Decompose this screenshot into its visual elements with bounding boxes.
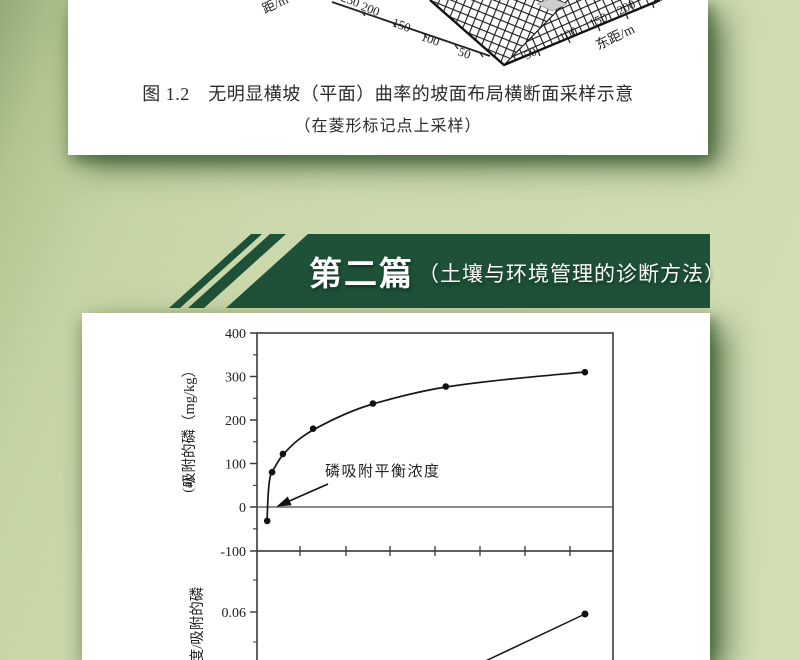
north-tick-label: 250 <box>339 0 361 10</box>
north-tick-label: 200 <box>359 0 381 19</box>
part-subtitle: （土壤与环境管理的诊断方法） <box>418 262 726 286</box>
data-point <box>279 450 287 458</box>
data-point <box>442 383 450 390</box>
panel-a-frame <box>256 332 614 552</box>
figure-caption-line2: （在菱形标记点上采样） <box>294 118 482 135</box>
ytick-label: 400 <box>225 327 246 342</box>
panel-b-line <box>485 613 586 660</box>
figure-caption-line1: 图 1.2 无明显横坡（平面）曲率的坡面布局横断面采样示意 <box>142 84 634 104</box>
panel-a-tag: (a) <box>181 477 196 493</box>
panel-a-minor-ticks <box>253 354 257 530</box>
east-axis-ticks <box>537 2 655 57</box>
adsorption-curve <box>266 371 586 524</box>
north-axis-line <box>331 1 491 57</box>
phosphorus-adsorption-chart: 400 300 200 100 0 -100 吸附的磷（mg/kg） (a) 磷… <box>181 327 614 660</box>
section-banner: 第二篇 （土壤与环境管理的诊断方法） <box>0 234 800 308</box>
panel-a-data-points <box>263 368 589 525</box>
panel-a-ylabel: 吸附的磷（mg/kg） <box>181 363 198 487</box>
north-tick-label: 50 <box>456 45 473 62</box>
book-page-bottom: 400 300 200 100 0 -100 吸附的磷（mg/kg） (a) 磷… <box>82 313 710 660</box>
north-axis-ticks <box>361 11 484 58</box>
diamond-marker <box>536 0 568 12</box>
annotation-arrow <box>276 483 329 507</box>
panel-b-ylabel: 度/吸附的磷 <box>189 587 206 660</box>
east-tick-label: 250 <box>648 0 671 8</box>
east-tick-label: 50 <box>522 44 539 62</box>
panel-b-data-point <box>581 610 589 618</box>
part-title: 第二篇 <box>309 255 414 292</box>
north-tick-label: 150 <box>390 15 412 35</box>
north-axis-label: 距/m <box>260 0 291 16</box>
ytick-label: -100 <box>220 545 246 560</box>
wireframe-mesh-figure: 250 200 150 100 50 距/m 50 100 150 200 25… <box>260 0 671 67</box>
data-point <box>369 400 377 407</box>
data-point <box>268 468 276 476</box>
ytick-label: 100 <box>225 458 246 473</box>
banner-ribbon <box>226 234 710 308</box>
mesh-left-sheet <box>430 0 568 65</box>
equilibrium-annotation: 磷吸附平衡浓度 <box>325 463 441 480</box>
panel-b-minor-ticks <box>253 579 257 643</box>
panel-b-ytick-label: 0.06 <box>222 606 247 621</box>
mesh-valley-line <box>503 0 569 66</box>
data-point <box>263 517 271 525</box>
data-point <box>309 425 317 432</box>
north-tick-label: 100 <box>419 29 441 49</box>
book-page-top: 250 200 150 100 50 距/m 50 100 150 200 25… <box>68 0 708 155</box>
data-point <box>581 368 589 376</box>
banner-text: 第二篇 （土壤与环境管理的诊断方法） <box>309 234 726 308</box>
ytick-label: 0 <box>239 501 246 516</box>
ytick-label: 200 <box>225 414 246 429</box>
ytick-label: 300 <box>225 371 246 386</box>
panel-a-x-ticks <box>299 546 571 556</box>
panel-a-major-ticks <box>250 332 257 552</box>
